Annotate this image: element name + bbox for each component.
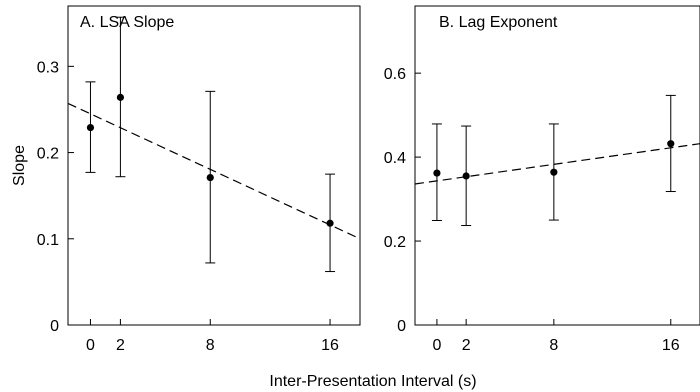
b-y-tick-label: 0.4 — [384, 150, 406, 167]
a-y-axis-title: Slope — [11, 145, 28, 186]
b-x-tick-label: 2 — [462, 337, 471, 354]
b-x-tick-label: 16 — [662, 337, 680, 354]
b-y-tick-label: 0.2 — [384, 234, 406, 251]
a-y-tick-label: 0.3 — [37, 59, 59, 76]
panel-a-lsa-slope: 0 0.1 0.2 0.3 0 2 8 16 A. LSA Slope Slope — [11, 5, 361, 354]
a-panel-title: A. LSA Slope — [80, 14, 174, 31]
a-data-point — [326, 219, 334, 227]
b-plot-frame — [414, 5, 700, 326]
b-x-tick-label: 8 — [549, 337, 558, 354]
a-x-tick-label: 0 — [86, 337, 95, 354]
a-fit-line — [67, 102, 361, 240]
b-fit-line — [414, 143, 700, 185]
a-data-point — [206, 173, 214, 182]
b-data-point — [462, 172, 470, 180]
a-y-tick-label: 0.1 — [37, 232, 59, 249]
a-y-tick-label: 0.2 — [37, 146, 59, 163]
a-x-tick-label: 2 — [116, 337, 125, 354]
b-panel-title: B. Lag Exponent — [439, 14, 558, 31]
b-y-tick-label: 0 — [397, 318, 406, 335]
a-x-tick-label: 8 — [206, 337, 215, 354]
b-data-point — [550, 168, 558, 176]
b-data-point — [433, 169, 441, 177]
a-y-tick-label: 0 — [50, 318, 59, 335]
panel-b-lag-exponent: 0 0.2 0.4 0.6 0 2 8 16 B. Lag Exponent — [384, 5, 700, 354]
b-y-tick-label: 0.6 — [384, 66, 406, 83]
x-axis-title: Inter-Presentation Interval (s) — [269, 373, 476, 390]
b-data-point — [667, 140, 675, 148]
a-data-point — [116, 93, 125, 101]
b-x-tick-label: 0 — [432, 337, 441, 354]
a-plot-frame — [67, 5, 361, 326]
a-data-point — [86, 123, 95, 132]
a-x-tick-label: 16 — [321, 337, 339, 354]
